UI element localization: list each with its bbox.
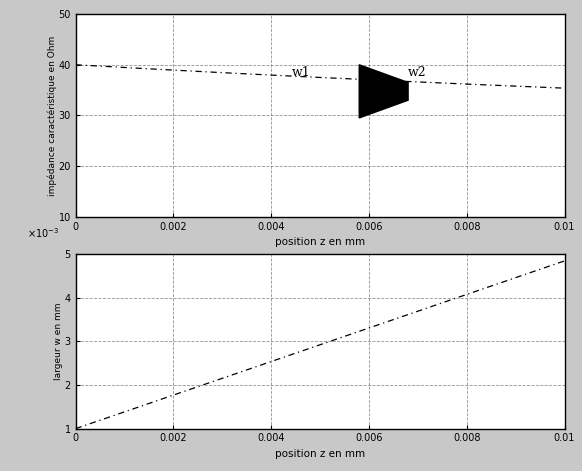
Y-axis label: impédance caractéristique en Ohm: impédance caractéristique en Ohm — [48, 35, 57, 195]
X-axis label: position z en mm: position z en mm — [275, 237, 365, 247]
Text: w2: w2 — [408, 66, 427, 79]
Text: w1: w1 — [292, 66, 310, 79]
X-axis label: position z en mm: position z en mm — [275, 449, 365, 459]
Text: $\times 10^{-3}$: $\times 10^{-3}$ — [27, 227, 59, 240]
Y-axis label: largeur w en mm: largeur w en mm — [54, 303, 63, 380]
Polygon shape — [359, 65, 408, 118]
